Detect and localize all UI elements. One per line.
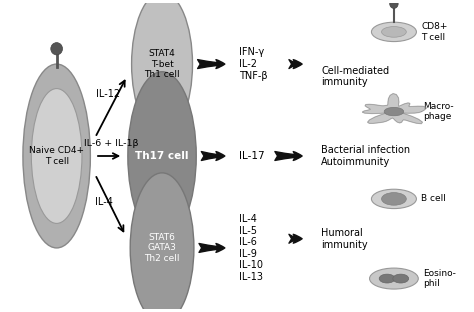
Ellipse shape (372, 22, 417, 41)
Ellipse shape (393, 274, 409, 283)
Ellipse shape (382, 27, 406, 37)
Text: Bacterial infection
Autoimmunity: Bacterial infection Autoimmunity (321, 145, 410, 167)
Ellipse shape (51, 43, 63, 55)
Text: B cell: B cell (421, 194, 446, 203)
Text: STAT4
T-bet
Th1 cell: STAT4 T-bet Th1 cell (144, 49, 180, 79)
Text: Eosinо-
phil: Eosinо- phil (423, 269, 456, 288)
Text: IL-4
IL-5
IL-6
IL-9
IL-10
IL-13: IL-4 IL-5 IL-6 IL-9 IL-10 IL-13 (239, 214, 264, 282)
Text: Humoral
immunity: Humoral immunity (321, 228, 368, 250)
Ellipse shape (130, 173, 194, 312)
Ellipse shape (132, 0, 192, 136)
Text: IL-6 + IL-1β: IL-6 + IL-1β (84, 139, 139, 148)
Text: IL-12: IL-12 (96, 89, 120, 99)
Text: Macro-
phage: Macro- phage (423, 102, 454, 121)
Text: CD8+
T cell: CD8+ T cell (421, 22, 447, 41)
Text: IFN-γ
IL-2
TNF-β: IFN-γ IL-2 TNF-β (239, 47, 268, 81)
Ellipse shape (384, 107, 404, 116)
Ellipse shape (128, 72, 196, 240)
Ellipse shape (370, 268, 418, 289)
Ellipse shape (31, 89, 82, 223)
Text: Cell-mediated
immunity: Cell-mediated immunity (321, 66, 390, 87)
Text: IL-4: IL-4 (94, 197, 112, 207)
Ellipse shape (23, 64, 91, 248)
Ellipse shape (379, 274, 395, 283)
Text: STAT6
GATA3
Th2 cell: STAT6 GATA3 Th2 cell (144, 233, 180, 263)
Text: Th17 cell: Th17 cell (135, 151, 189, 161)
Polygon shape (362, 94, 426, 124)
Text: Naive CD4+
T cell: Naive CD4+ T cell (29, 146, 84, 166)
Text: IL-17: IL-17 (239, 151, 265, 161)
Ellipse shape (372, 189, 417, 209)
Ellipse shape (390, 0, 398, 8)
Ellipse shape (382, 193, 406, 205)
